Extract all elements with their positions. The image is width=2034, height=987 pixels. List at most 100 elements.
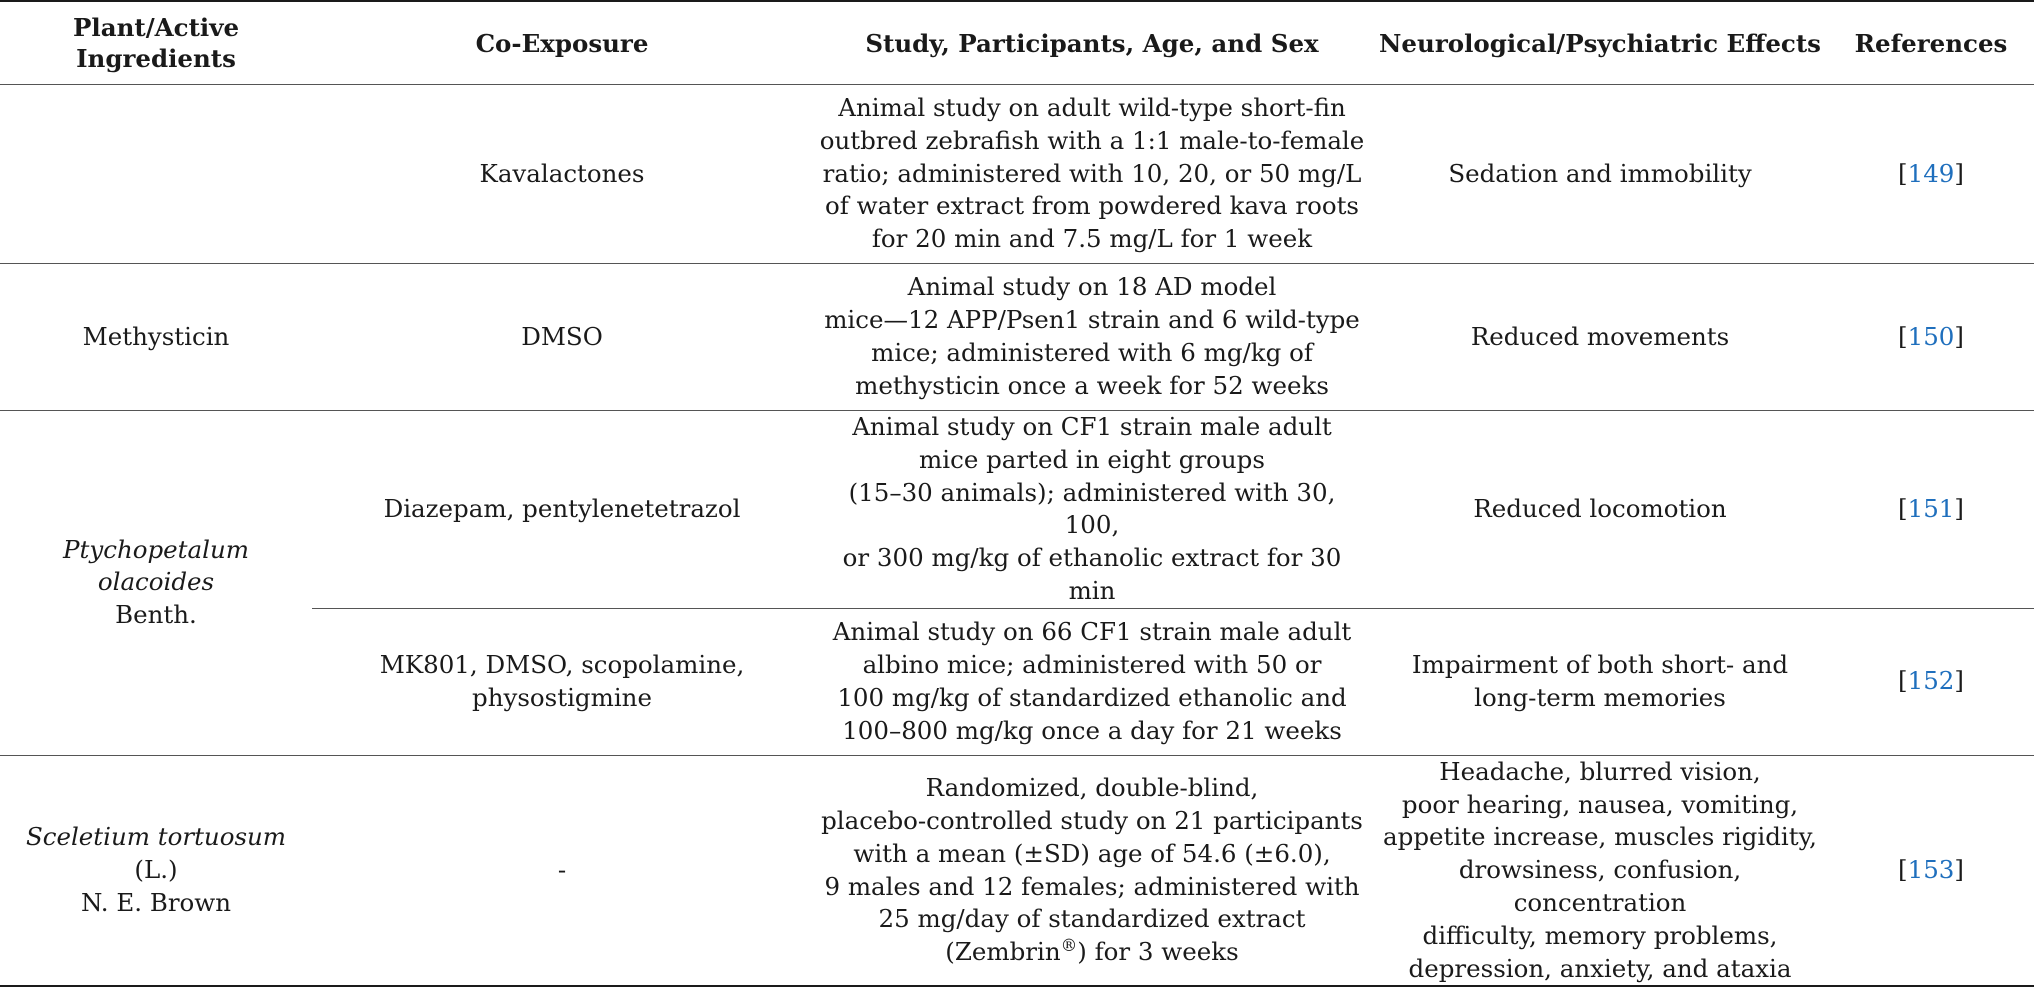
study-line: albino mice; administered with 50 or bbox=[862, 649, 1322, 679]
registered-mark: ® bbox=[1060, 936, 1078, 955]
study-line: of water extract from powdered kava root… bbox=[825, 191, 1359, 221]
header-study-label: Study, Participants, Age, and Sex bbox=[865, 28, 1319, 58]
effects-line: depression, anxiety, and ataxia bbox=[1408, 953, 1792, 983]
co-exposure-line: MK801, DMSO, scopolamine, bbox=[379, 649, 745, 679]
study-line: (15–30 animals); administered with 30, 1… bbox=[848, 477, 1336, 540]
bracket-close: ] bbox=[1954, 321, 1964, 351]
plant-authority: Benth. bbox=[115, 600, 197, 630]
effects-line: poor hearing, nausea, vomiting, bbox=[1401, 789, 1799, 819]
plant-name-italic: Ptychopetalum olacoides bbox=[63, 534, 249, 597]
study-line: Animal study on CF1 strain male adult bbox=[852, 412, 1332, 441]
cell-reference: [152] bbox=[1828, 607, 2034, 756]
plant-text: Methysticin bbox=[82, 321, 230, 351]
reference-link[interactable]: 150 bbox=[1907, 321, 1955, 351]
cell-study: Animal study on 66 CF1 strain male adult… bbox=[812, 607, 1372, 756]
study-line: Animal study on 66 CF1 strain male adult bbox=[832, 617, 1352, 647]
cell-effects: Reduced locomotion bbox=[1372, 411, 1828, 609]
reference-link[interactable]: 152 bbox=[1907, 666, 1955, 696]
header-plant: Plant/Active Ingredients bbox=[0, 1, 312, 85]
effects-line: long-term memories bbox=[1474, 682, 1726, 712]
table-row: Ptychopetalum olacoides Benth. Diazepam,… bbox=[0, 410, 2034, 756]
bracket-open: [ bbox=[1898, 493, 1908, 523]
cell-effects: Reduced movements bbox=[1372, 264, 1828, 411]
study-line: Randomized, double-blind, bbox=[925, 773, 1259, 803]
cell-co-exposure: Kavalactones bbox=[312, 85, 812, 264]
study-line: outbred zebrafish with a 1:1 male-to-fem… bbox=[819, 125, 1365, 155]
study-line: mice; administered with 6 mg/kg of bbox=[871, 338, 1313, 367]
table-row: Methysticin DMSO Animal study on 18 AD m… bbox=[0, 263, 2034, 411]
bracket-open: [ bbox=[1898, 158, 1908, 188]
study-line: (Zembrin bbox=[945, 937, 1061, 967]
cell-plant: Ptychopetalum olacoides Benth. bbox=[0, 410, 312, 756]
co-exposure-text: Kavalactones bbox=[479, 158, 645, 188]
study-line: with a mean (±SD) age of 54.6 (±6.0), bbox=[853, 838, 1331, 868]
cell-co-exposure: Diazepam, pentylenetetrazol bbox=[312, 411, 812, 609]
header-effects: Neurological/Psychiatric Effects bbox=[1372, 1, 1828, 85]
study-line: ratio; administered with 10, 20, or 50 m… bbox=[822, 158, 1362, 188]
bracket-close: ] bbox=[1954, 158, 1964, 188]
header-plant-label: Plant/Active Ingredients bbox=[72, 13, 240, 73]
cell-effects: Headache, blurred vision, poor hearing, … bbox=[1372, 755, 1828, 986]
cell-reference: [153] bbox=[1828, 755, 2034, 986]
header-references: References bbox=[1828, 1, 2034, 85]
cell-plant bbox=[0, 85, 312, 264]
reference-link[interactable]: 151 bbox=[1907, 493, 1955, 523]
study-line: 25 mg/day of standardized extract bbox=[878, 904, 1306, 934]
study-line: for 20 min and 7.5 mg/L for 1 week bbox=[871, 224, 1313, 254]
effects-line: drowsiness, confusion, concentration bbox=[1458, 855, 1742, 917]
cell-study: Animal study on adult wild-type short-fi… bbox=[812, 85, 1372, 264]
table-row: Kavalactones Animal study on adult wild-… bbox=[0, 84, 2034, 264]
bracket-open: [ bbox=[1898, 855, 1908, 885]
reference-link[interactable]: 153 bbox=[1907, 855, 1955, 885]
cell-study: Animal study on 18 AD model mice—12 APP/… bbox=[812, 264, 1372, 411]
bracket-close: ] bbox=[1954, 855, 1964, 885]
study-line: 100 mg/kg of standardized ethanolic and bbox=[837, 682, 1347, 712]
cell-co-exposure: DMSO bbox=[312, 264, 812, 411]
cell-effects: Sedation and immobility bbox=[1372, 85, 1828, 264]
effects-line: Reduced locomotion bbox=[1473, 493, 1727, 523]
cell-co-exposure: - bbox=[312, 755, 812, 986]
study-line: Animal study on 18 AD model bbox=[907, 272, 1277, 302]
bracket-open: [ bbox=[1898, 666, 1908, 696]
effects-line: Sedation and immobility bbox=[1448, 158, 1752, 188]
header-co-exposure: Co-Exposure bbox=[312, 1, 812, 85]
effects-line: Headache, blurred vision, bbox=[1439, 756, 1761, 786]
effects-line: appetite increase, muscles rigidity, bbox=[1383, 822, 1817, 852]
cell-plant: Methysticin bbox=[0, 264, 312, 411]
plant-authority: N. E. Brown bbox=[80, 887, 232, 917]
study-line: placebo-controlled study on 21 participa… bbox=[821, 805, 1363, 835]
reference-link[interactable]: 149 bbox=[1907, 158, 1955, 188]
co-exposure-text: DMSO bbox=[521, 321, 603, 351]
study-line: methysticin once a week for 52 weeks bbox=[855, 370, 1329, 400]
bracket-close: ] bbox=[1954, 666, 1964, 696]
cell-co-exposure: MK801, DMSO, scopolamine, physostigmine bbox=[312, 607, 812, 756]
plant-authority-part: (L.) bbox=[134, 855, 178, 885]
cell-reference: [149] bbox=[1828, 85, 2034, 264]
study-line: ) for 3 weeks bbox=[1077, 937, 1239, 967]
effects-line: Impairment of both short- and bbox=[1411, 649, 1789, 679]
study-line: 9 males and 12 females; administered wit… bbox=[824, 871, 1360, 901]
study-line: 100–800 mg/kg once a day for 21 weeks bbox=[842, 715, 1342, 745]
cell-reference: [151] bbox=[1828, 411, 2034, 609]
study-line: mice—12 APP/Psen1 strain and 6 wild-type bbox=[824, 305, 1360, 335]
effects-line: difficulty, memory problems, bbox=[1422, 920, 1778, 950]
cell-study: Animal study on CF1 strain male adult mi… bbox=[812, 411, 1372, 609]
study-line: mice parted in eight groups bbox=[919, 444, 1265, 474]
header-study: Study, Participants, Age, and Sex bbox=[812, 1, 1372, 85]
study-line: or 300 mg/kg of ethanolic extract for 30… bbox=[842, 543, 1342, 605]
header-references-label: References bbox=[1854, 28, 2008, 58]
table-row: MK801, DMSO, scopolamine, physostigmine … bbox=[0, 607, 2034, 756]
study-line: Animal study on adult wild-type short-fi… bbox=[838, 93, 1346, 122]
header-co-exposure-label: Co-Exposure bbox=[475, 28, 649, 58]
effects-line: Reduced movements bbox=[1470, 321, 1730, 351]
bracket-close: ] bbox=[1954, 493, 1964, 523]
bracket-open: [ bbox=[1898, 321, 1908, 351]
cell-plant: Sceletium tortuosum (L.) N. E. Brown bbox=[0, 755, 312, 986]
table-row: Sceletium tortuosum (L.) N. E. Brown - R… bbox=[0, 755, 2034, 987]
cell-reference: [150] bbox=[1828, 264, 2034, 411]
cell-effects: Impairment of both short- and long-term … bbox=[1372, 607, 1828, 756]
header-effects-label: Neurological/Psychiatric Effects bbox=[1379, 28, 1821, 58]
co-exposure-text: Diazepam, pentylenetetrazol bbox=[383, 493, 741, 523]
co-exposure-line: physostigmine bbox=[472, 682, 652, 712]
